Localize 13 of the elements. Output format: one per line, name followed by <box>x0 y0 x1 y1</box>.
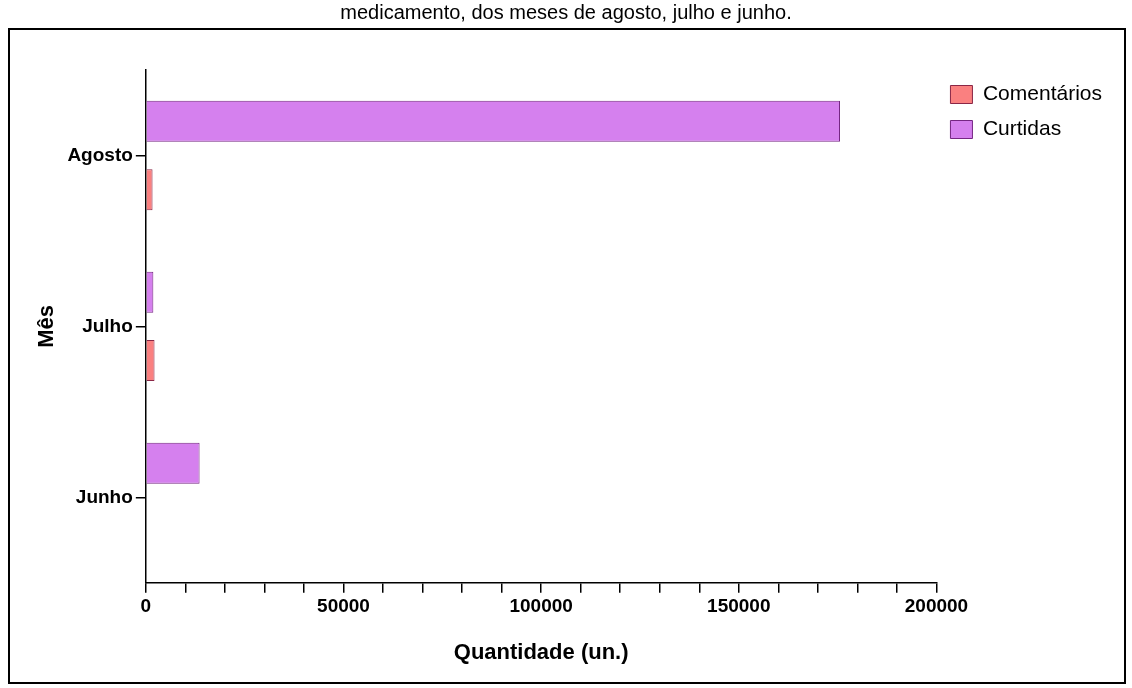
y-tick-label: Agosto <box>67 143 133 165</box>
x-tick-label: 50000 <box>317 595 370 617</box>
legend-label: Curtidas <box>982 116 1062 140</box>
x-tick-label: 100000 <box>509 595 573 617</box>
x-axis-title: Quantidade (un.) <box>453 638 629 664</box>
chart-title: medicamento, dos meses de agosto, julho e junho. <box>339 0 793 24</box>
x-tick-label: 200000 <box>904 595 969 617</box>
x-tick-label: 150000 <box>707 595 771 617</box>
x-tick-label: 0 <box>140 595 152 617</box>
legend-label: Comentários <box>982 81 1103 105</box>
y-axis-title: Mês <box>33 305 59 348</box>
y-tick-label: Junho <box>75 485 133 507</box>
y-tick-label: Julho <box>82 314 133 336</box>
